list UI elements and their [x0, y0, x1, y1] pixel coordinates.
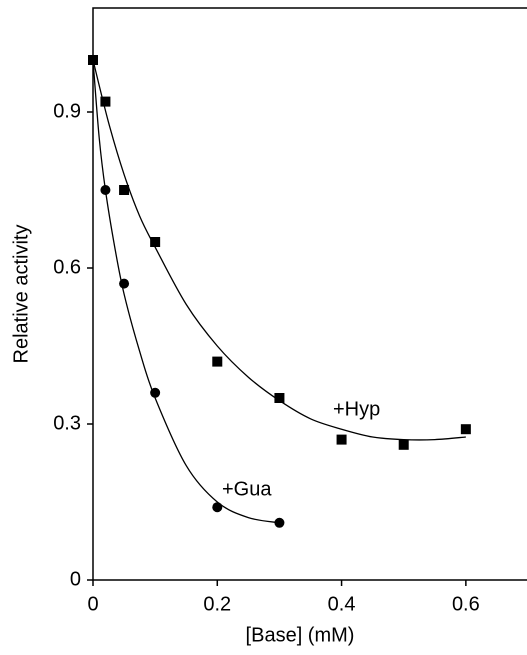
x-tick-label: 0.4 [328, 593, 356, 615]
x-tick-label: 0.6 [452, 593, 480, 615]
x-tick-label: 0 [87, 593, 98, 615]
axis-frame [92, 7, 527, 581]
series-label: +Gua [222, 478, 272, 500]
circle-marker [100, 185, 111, 195]
y-tick-label: 0.3 [53, 412, 81, 434]
square-marker [274, 393, 285, 403]
square-marker [336, 434, 347, 445]
circle-marker [274, 517, 285, 528]
square-marker [119, 185, 130, 195]
fit-curve [92, 59, 280, 524]
circle-marker [212, 502, 223, 513]
y-tick-label: 0 [70, 568, 81, 590]
circle-marker [88, 55, 98, 65]
series-label: +Hyp [333, 398, 380, 420]
square-marker [460, 424, 471, 435]
y-axis-label: Relative activity [10, 225, 32, 364]
x-axis-label: [Base] (mM) [246, 624, 355, 646]
y-tick-label: 0.9 [53, 100, 81, 122]
fit-curve [92, 59, 466, 441]
square-marker [398, 439, 409, 450]
square-marker [150, 237, 161, 247]
circle-marker [150, 387, 161, 398]
square-marker [100, 96, 111, 107]
y-tick-label: 0.6 [53, 256, 81, 278]
square-marker [212, 356, 223, 367]
x-tick-label: 0.2 [203, 593, 231, 615]
circle-marker [119, 278, 130, 289]
